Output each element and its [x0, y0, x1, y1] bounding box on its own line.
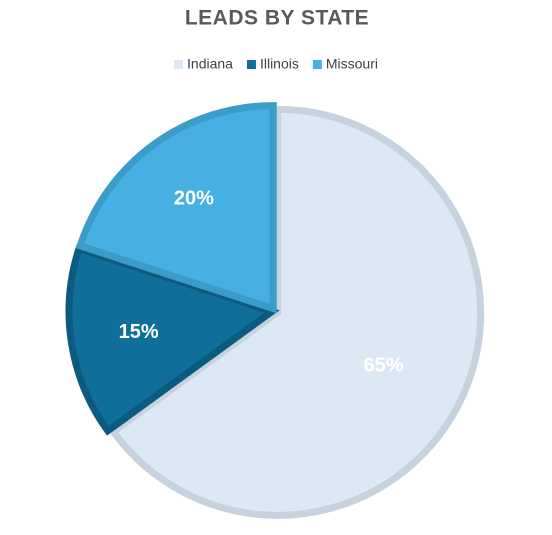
legend: Indiana Illinois Missouri	[174, 56, 378, 72]
pie	[65, 102, 485, 519]
pie-slice	[108, 105, 485, 519]
legend-label: Missouri	[326, 56, 378, 72]
legend-label: Illinois	[260, 56, 299, 72]
data-label: 65%	[364, 355, 404, 377]
data-labels: 65% 15% 20%	[119, 188, 404, 377]
data-label: 15%	[119, 321, 159, 343]
legend-label: Indiana	[187, 56, 233, 72]
pie-slice	[75, 102, 277, 314]
pie-slice	[65, 244, 280, 436]
legend-swatch	[246, 60, 256, 69]
legend-swatch	[312, 60, 322, 69]
chart-title: LEADS BY STATE	[185, 7, 369, 30]
data-label: 20%	[174, 188, 214, 210]
legend-swatch	[174, 60, 184, 69]
